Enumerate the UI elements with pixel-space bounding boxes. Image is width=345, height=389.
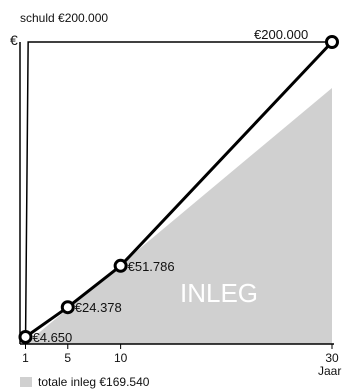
debt-label: schuld €200.000 — [20, 11, 108, 25]
x-tick-label: 5 — [64, 351, 71, 365]
data-point — [20, 331, 31, 342]
data-label: €200.000 — [254, 27, 308, 42]
data-label: €4.650 — [33, 330, 73, 345]
x-tick-label: 30 — [325, 351, 339, 365]
x-tick-label: 1 — [22, 351, 29, 365]
data-label: €24.378 — [75, 300, 122, 315]
data-point — [62, 302, 73, 313]
legend-label: totale inleg €169.540 — [38, 375, 150, 389]
data-label: €51.786 — [128, 259, 175, 274]
area-label: INLEG — [180, 278, 258, 308]
data-point — [327, 37, 338, 48]
x-tick-label: 10 — [114, 351, 128, 365]
legend-swatch — [20, 377, 32, 387]
x-axis-label: Jaar — [318, 364, 341, 378]
y-axis-label: € — [10, 32, 18, 48]
data-point — [115, 260, 126, 271]
